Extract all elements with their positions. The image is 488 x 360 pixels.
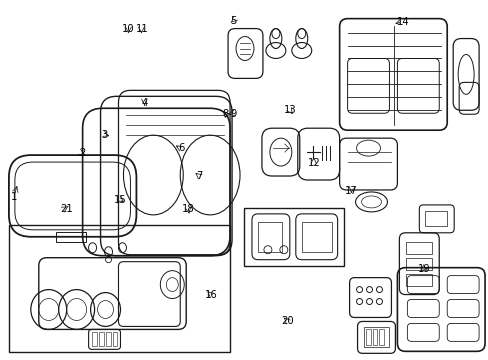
Text: 7: 7 — [196, 171, 202, 181]
Text: 6: 6 — [178, 143, 184, 153]
Bar — [99, 332, 103, 346]
Text: 16: 16 — [204, 290, 217, 300]
Text: 18: 18 — [182, 204, 194, 215]
Text: 4: 4 — [141, 98, 147, 108]
Bar — [406, 258, 431, 270]
Bar — [56, 232, 85, 242]
Text: 20: 20 — [281, 316, 293, 325]
Text: 14: 14 — [396, 17, 409, 27]
Text: 2: 2 — [79, 148, 85, 158]
Text: 12: 12 — [307, 158, 320, 168]
Bar — [9, 225, 229, 352]
Text: 11: 11 — [136, 24, 148, 35]
Bar — [425, 211, 447, 226]
Text: 9: 9 — [230, 109, 236, 119]
Bar — [112, 332, 117, 346]
Bar — [365, 329, 370, 345]
Text: 13: 13 — [284, 105, 296, 116]
Bar — [301, 222, 331, 252]
Text: 8: 8 — [222, 109, 228, 119]
Bar — [406, 274, 431, 285]
Text: 21: 21 — [60, 204, 72, 214]
Bar — [363, 328, 388, 347]
Text: 17: 17 — [345, 186, 357, 196]
Text: 10: 10 — [122, 24, 135, 35]
Text: 15: 15 — [113, 195, 126, 205]
Bar — [372, 329, 377, 345]
Bar — [244, 208, 343, 266]
Bar — [258, 222, 281, 252]
Bar — [91, 332, 96, 346]
Bar — [406, 242, 431, 254]
Text: 5: 5 — [230, 16, 236, 26]
Bar — [105, 332, 110, 346]
Text: 1: 1 — [11, 192, 17, 202]
Text: 19: 19 — [417, 264, 429, 274]
Text: 3: 3 — [102, 130, 107, 140]
Bar — [379, 329, 384, 345]
